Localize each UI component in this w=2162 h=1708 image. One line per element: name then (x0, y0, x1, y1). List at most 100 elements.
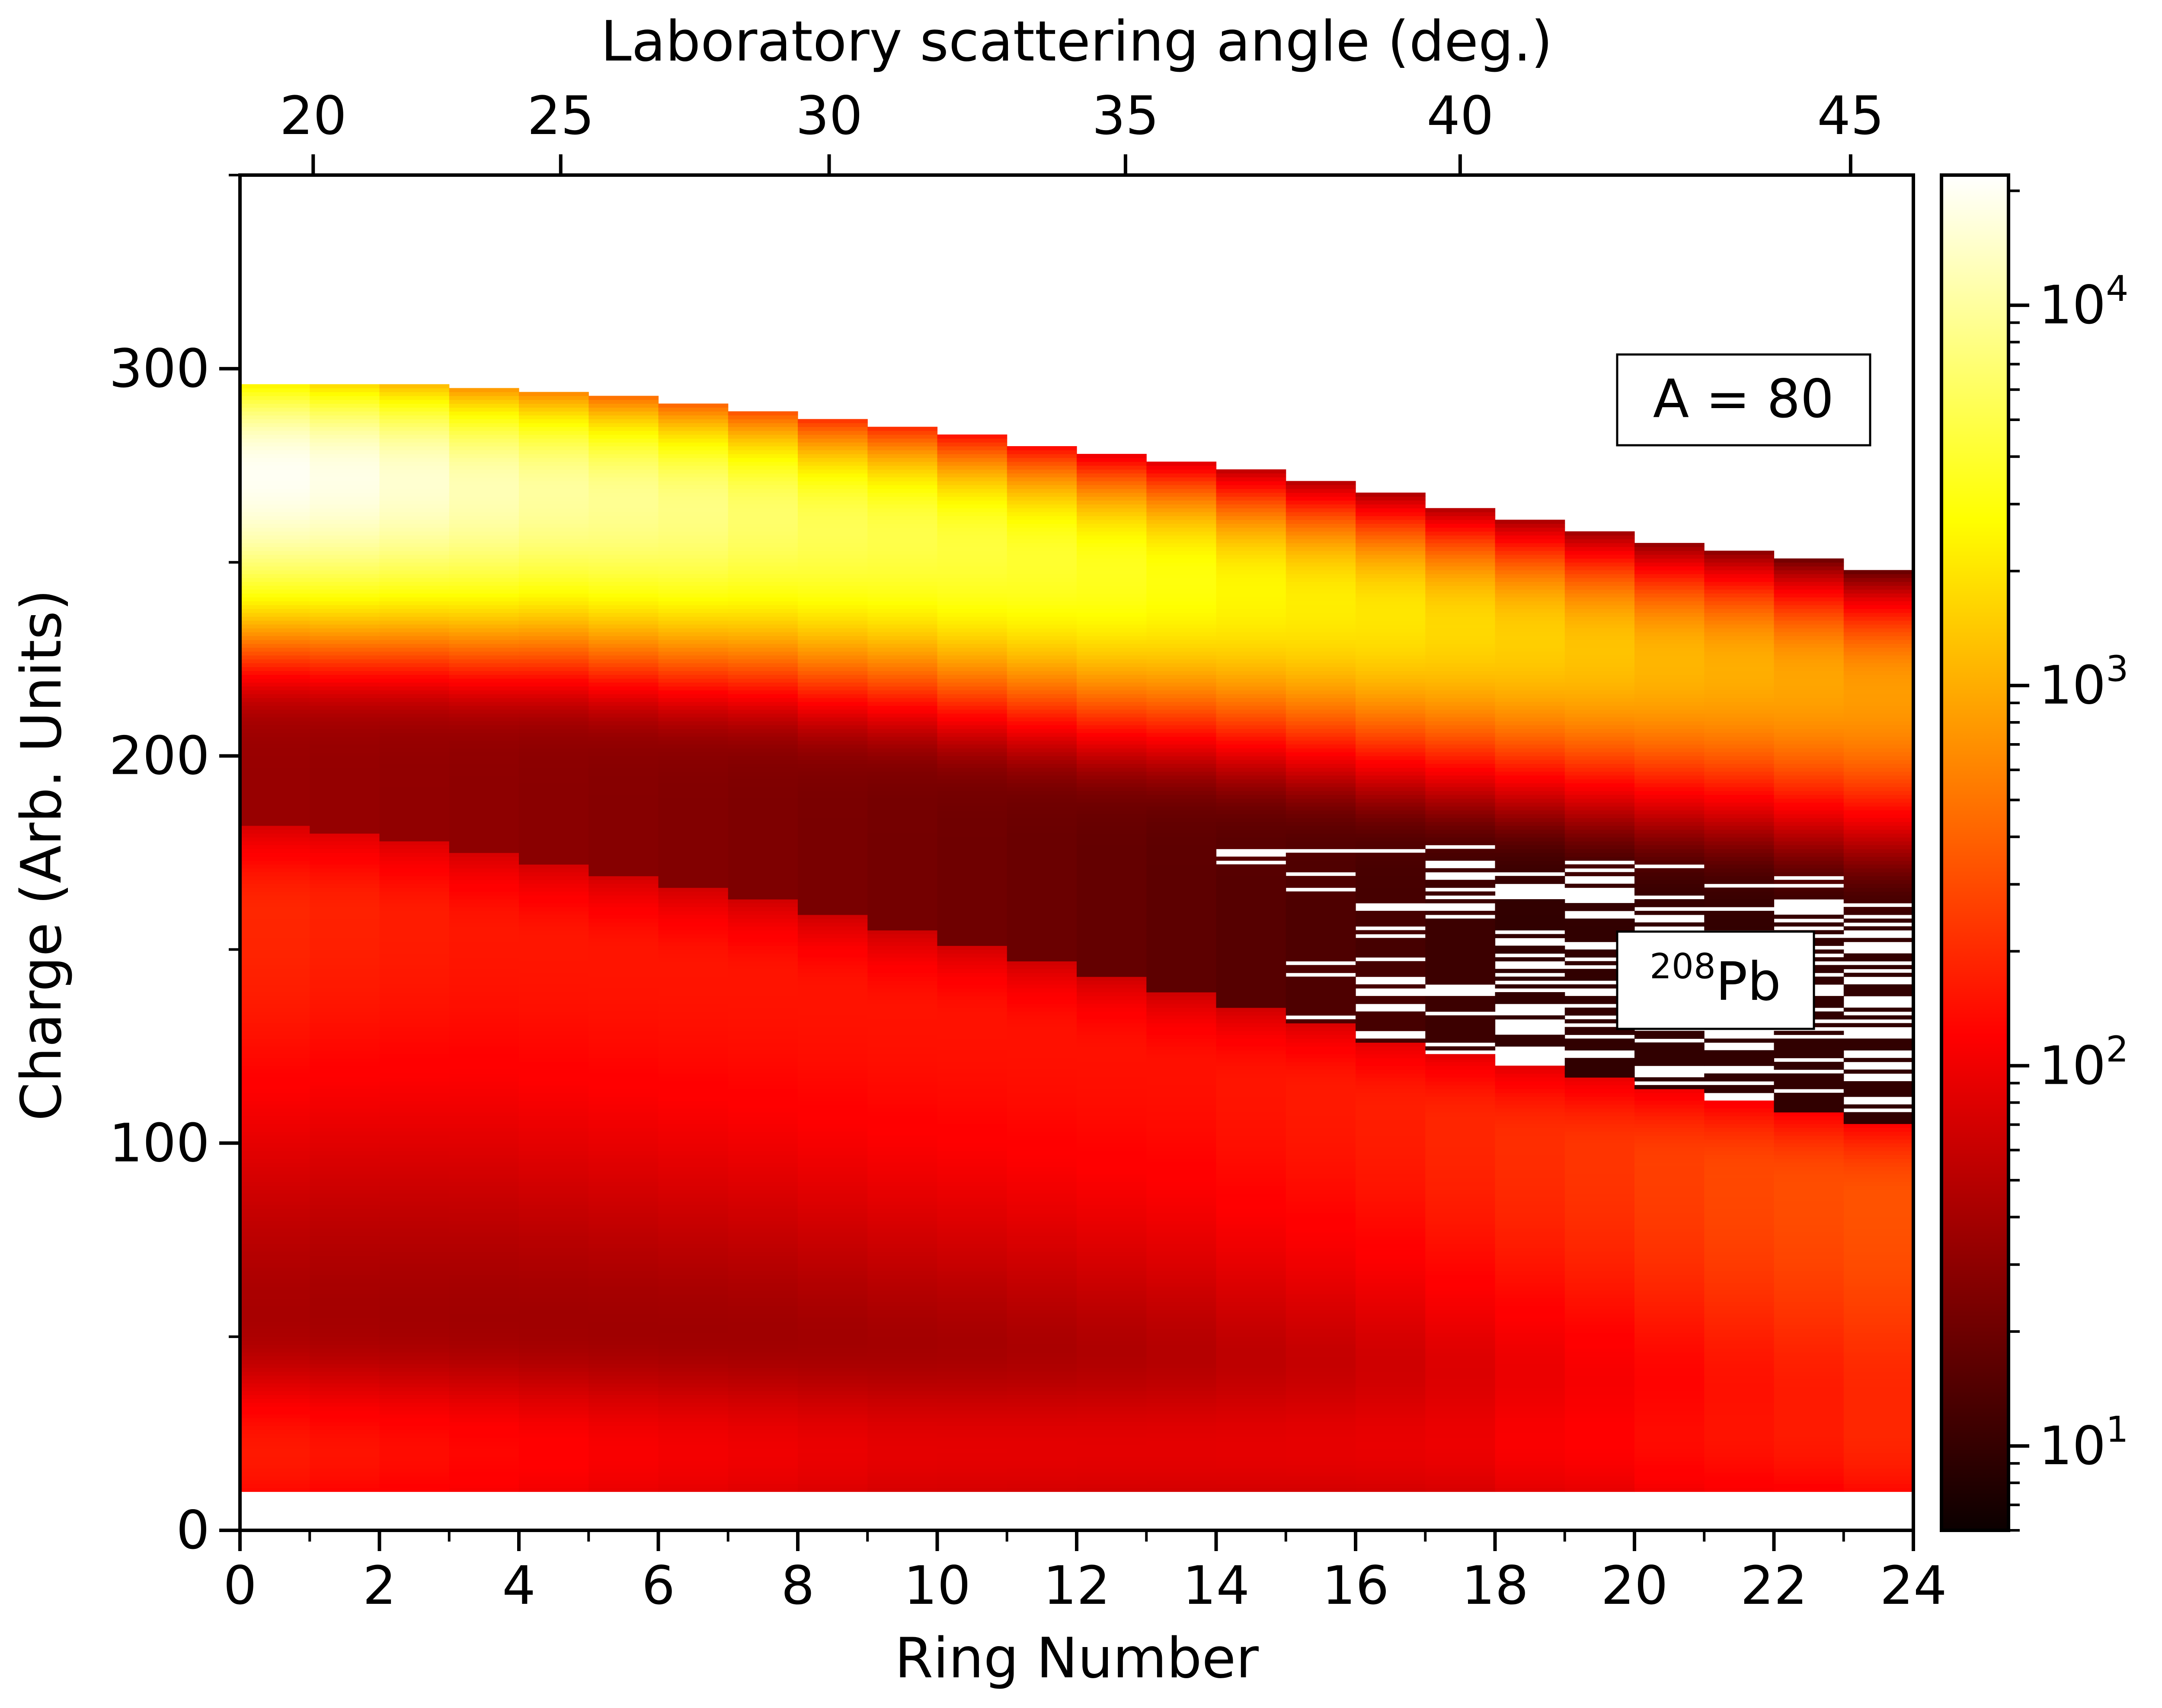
heat-cell (728, 1062, 798, 1066)
heat-cell (1007, 930, 1077, 935)
heat-cell (1286, 775, 1356, 779)
heat-cell (1007, 721, 1077, 725)
heat-cell (1007, 1445, 1077, 1449)
heat-cell (728, 1066, 798, 1070)
heat-cell (240, 706, 310, 710)
heat-cell (798, 663, 868, 667)
heat-cell (379, 779, 450, 783)
heat-cell (798, 1139, 868, 1143)
heat-cell (937, 1398, 1007, 1403)
heat-cell (240, 562, 310, 567)
heat-cell (1425, 1367, 1496, 1372)
heat-cell (1007, 856, 1077, 861)
heat-cell (867, 977, 938, 981)
heat-cell (658, 779, 729, 783)
heat-cell (937, 1166, 1007, 1171)
heat-cell (1286, 884, 1356, 888)
heat-cell (798, 1356, 868, 1360)
heat-cell (588, 1031, 659, 1035)
heat-cell (1146, 524, 1217, 528)
heat-cell (379, 1197, 450, 1202)
heat-cell (240, 752, 310, 757)
heat-cell (1007, 647, 1077, 652)
heat-cell (798, 1391, 868, 1395)
heat-cell (658, 1306, 729, 1310)
heat-cell (588, 457, 659, 462)
heat-cell (1077, 1290, 1147, 1295)
heat-cell (449, 899, 519, 903)
heat-cell (1216, 856, 1286, 861)
heat-cell (1286, 1406, 1356, 1411)
heat-cell (1007, 1003, 1077, 1008)
heat-cell (1286, 1286, 1356, 1291)
heat-cell (658, 1302, 729, 1306)
heat-cell (240, 717, 310, 722)
heat-cell (1286, 481, 1356, 485)
heat-cell (1356, 1042, 1426, 1047)
heat-cell (658, 942, 729, 946)
heat-cell (1077, 492, 1147, 497)
heat-cell (519, 922, 589, 927)
heat-cell (1356, 1081, 1426, 1085)
heat-cell (519, 674, 589, 679)
heat-cell (1077, 1329, 1147, 1333)
heat-cell (310, 1181, 380, 1186)
heat-cell (449, 992, 519, 996)
heat-cell (1356, 1472, 1426, 1477)
heat-cell (1077, 1193, 1147, 1198)
heat-cell (658, 411, 729, 415)
heat-cell (588, 965, 659, 969)
heat-cell (519, 984, 589, 989)
heat-cell (1425, 535, 1496, 540)
heat-cell (449, 1174, 519, 1178)
heat-cell (728, 628, 798, 632)
heat-cell (728, 504, 798, 508)
heat-cell (240, 446, 310, 450)
heat-cell (1077, 872, 1147, 876)
heat-cell (379, 1306, 450, 1310)
heat-cell (867, 1422, 938, 1426)
heat-cell (240, 852, 310, 857)
heat-cell (379, 578, 450, 582)
heat-cell (379, 601, 450, 605)
heat-cell (937, 728, 1007, 733)
heat-cell (379, 527, 450, 532)
heat-cell (1146, 953, 1217, 958)
heat-cell (310, 1480, 380, 1485)
heat-cell (1077, 1251, 1147, 1256)
heat-cell (658, 833, 729, 838)
heat-cell (1007, 1155, 1077, 1159)
heat-cell (449, 465, 519, 470)
heat-cell (379, 763, 450, 768)
heat-cell (1007, 1306, 1077, 1310)
heat-cell (519, 1015, 589, 1020)
heat-cell (1077, 891, 1147, 896)
heat-cell (937, 1309, 1007, 1314)
heat-cell (588, 748, 659, 753)
heat-cell (588, 1363, 659, 1368)
heat-cell (1146, 694, 1217, 698)
heat-cell (728, 453, 798, 458)
heat-cell (798, 1422, 868, 1426)
heat-cell (867, 1147, 938, 1151)
heat-cell (937, 1147, 1007, 1151)
heat-cell (798, 942, 868, 946)
heat-cell (937, 1406, 1007, 1411)
heat-cell (310, 713, 380, 718)
heat-cell (310, 1363, 380, 1368)
heat-cell (1007, 1213, 1077, 1217)
heat-cell (867, 632, 938, 636)
heat-cell (728, 806, 798, 811)
heat-cell (519, 1089, 589, 1093)
heat-cell (1356, 698, 1426, 702)
heat-cell (1077, 732, 1147, 737)
heat-cell (1007, 1135, 1077, 1140)
heat-cell (1495, 1472, 1565, 1477)
heat-cell (798, 949, 868, 954)
heat-cell (379, 415, 450, 419)
heat-cell (1007, 593, 1077, 597)
heat-cell (379, 1228, 450, 1232)
heat-cell (867, 1178, 938, 1182)
heat-cell (1286, 566, 1356, 571)
heat-cell (728, 1402, 798, 1407)
